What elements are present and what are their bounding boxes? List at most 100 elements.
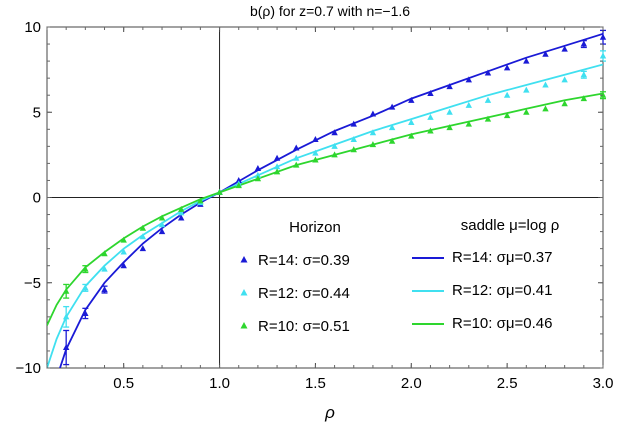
data-point bbox=[197, 197, 204, 204]
data-point bbox=[331, 142, 338, 149]
data-point bbox=[408, 118, 415, 125]
data-point bbox=[120, 262, 127, 269]
data-point bbox=[465, 120, 472, 127]
legend: Horizon saddle μ=log ρ R=14: σ=0.39 R=12: σ… bbox=[240, 217, 560, 335]
data-point bbox=[427, 127, 434, 134]
data-point bbox=[484, 96, 492, 103]
data-point bbox=[120, 248, 127, 255]
data-point bbox=[178, 205, 185, 212]
data-point bbox=[158, 221, 166, 228]
data-point bbox=[427, 89, 434, 96]
data-point bbox=[523, 108, 530, 115]
legend-point-label: R=10: σ=0.51 bbox=[258, 318, 350, 335]
data-point bbox=[446, 124, 453, 131]
data-point bbox=[312, 156, 319, 163]
data-point bbox=[62, 344, 70, 351]
data-point bbox=[120, 236, 127, 243]
data-point bbox=[561, 76, 568, 83]
data-point bbox=[523, 57, 530, 64]
legend-point-marker bbox=[240, 289, 248, 296]
x-tick-label: 0.5 bbox=[113, 375, 134, 392]
data-point bbox=[293, 161, 300, 168]
data-point bbox=[350, 120, 357, 127]
x-tick-label: 1.5 bbox=[305, 375, 326, 392]
data-point bbox=[62, 287, 70, 294]
data-point bbox=[523, 86, 530, 93]
data-point bbox=[599, 52, 607, 59]
legend-line-label: R=10: σμ=0.46 bbox=[452, 315, 552, 332]
data-point bbox=[235, 176, 242, 183]
y-tick-label: −5 bbox=[24, 275, 41, 292]
y-tick-label: 0 bbox=[33, 190, 41, 207]
data-point bbox=[254, 165, 262, 172]
data-point bbox=[465, 101, 472, 108]
data-point bbox=[542, 105, 549, 112]
data-point bbox=[561, 45, 568, 52]
data-point bbox=[293, 144, 300, 151]
x-tick-label: 3.0 bbox=[593, 375, 614, 392]
data-point bbox=[446, 108, 453, 115]
data-point bbox=[101, 286, 108, 293]
data-point bbox=[427, 113, 434, 120]
data-point bbox=[82, 265, 89, 272]
data-point bbox=[350, 136, 357, 143]
legend-point-label: R=12: σ=0.44 bbox=[258, 285, 350, 302]
legend-point-label: R=14: σ=0.39 bbox=[258, 252, 350, 269]
data-point bbox=[580, 95, 588, 102]
data-point bbox=[158, 214, 166, 221]
data-point bbox=[158, 228, 166, 235]
data-point bbox=[139, 245, 147, 252]
y-tick-label: −10 bbox=[16, 360, 41, 377]
data-point bbox=[254, 175, 262, 182]
data-point bbox=[599, 33, 607, 40]
data-point bbox=[503, 112, 511, 119]
data-point bbox=[388, 137, 396, 144]
chart-title: b(ρ) for z=0.7 with n=−1.6 bbox=[250, 3, 410, 19]
data-point bbox=[542, 50, 549, 57]
data-point bbox=[235, 182, 242, 189]
data-point bbox=[331, 129, 338, 136]
data-point bbox=[350, 146, 357, 153]
data-point bbox=[503, 64, 511, 71]
data-point bbox=[254, 171, 262, 178]
data-point bbox=[178, 214, 185, 221]
x-axis-label: ρ bbox=[324, 403, 335, 422]
data-point bbox=[273, 154, 281, 161]
data-point bbox=[561, 100, 568, 107]
data-point bbox=[273, 168, 281, 175]
data-point bbox=[331, 151, 338, 158]
data-point bbox=[369, 129, 377, 136]
data-point bbox=[139, 224, 147, 231]
data-point bbox=[465, 76, 472, 83]
data-point bbox=[178, 209, 185, 216]
axis-ticks: 0.5 1.0 1.5 2.0 2.5 3.0 −10 −5 0 5 10 bbox=[16, 19, 614, 392]
data-points bbox=[62, 29, 607, 366]
y-tick-label: 10 bbox=[24, 19, 41, 36]
data-point bbox=[408, 132, 415, 139]
data-point bbox=[446, 83, 453, 90]
x-tick-label: 2.5 bbox=[497, 375, 518, 392]
data-point bbox=[312, 149, 319, 156]
data-point bbox=[369, 110, 377, 117]
data-point bbox=[580, 71, 588, 78]
legend-lines-title: saddle μ=log ρ bbox=[461, 217, 560, 234]
legend-point-marker bbox=[240, 256, 248, 263]
data-point bbox=[408, 96, 415, 103]
data-point bbox=[503, 91, 511, 98]
data-point bbox=[139, 233, 147, 240]
data-point bbox=[542, 81, 549, 88]
data-point bbox=[273, 163, 281, 170]
legend-point-marker bbox=[240, 322, 248, 329]
x-tick-label: 2.0 bbox=[401, 375, 422, 392]
y-tick-label: 5 bbox=[33, 104, 41, 121]
legend-points-title: Horizon bbox=[289, 219, 341, 236]
data-point bbox=[312, 136, 319, 143]
data-point bbox=[369, 141, 377, 148]
data-point bbox=[82, 284, 89, 291]
data-point bbox=[216, 188, 223, 195]
data-point bbox=[62, 313, 70, 320]
data-point bbox=[388, 124, 396, 131]
x-tick-label: 1.0 bbox=[209, 375, 230, 392]
data-point bbox=[484, 115, 492, 122]
